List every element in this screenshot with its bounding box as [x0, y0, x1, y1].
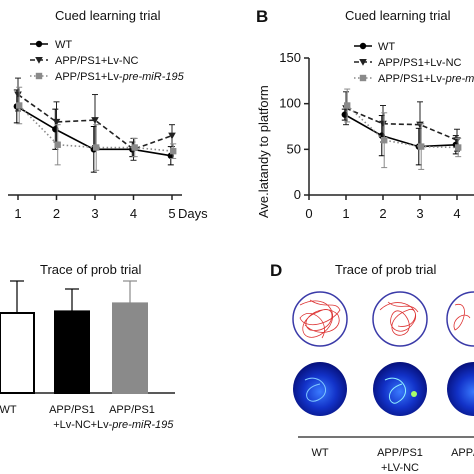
panel-a-data-point [91, 117, 99, 124]
panel-c-bar [112, 302, 148, 394]
panel-b-y-axis-label: Ave.latandy to platform [256, 85, 271, 218]
trace-lv-pre [446, 291, 474, 347]
panel-c-category-label: APP/PS1 [109, 404, 155, 416]
panel-d-group-label: +LV-NC [381, 462, 419, 474]
panel-b-series [341, 88, 462, 170]
panel-c-bar [0, 312, 35, 394]
panel-a-legend-marker [35, 40, 43, 48]
panel-d-letter: D [270, 261, 282, 280]
panel-b-data-point [381, 137, 388, 144]
panel-c-bar [54, 310, 90, 394]
panel-a-chart: Cued learning trial 1 2 3 4 5 Days WT APP/PS1… [8, 8, 208, 221]
heatmap-lv-nc [373, 362, 427, 416]
panel-d-group-labels: WT APP/PS1 +LV-NC APP/PS1 [311, 447, 474, 474]
panel-b-series-line [345, 107, 458, 141]
trace-wt [292, 291, 348, 347]
panel-c-bars [0, 280, 148, 394]
panel-a-x-tick-label: 5 [168, 206, 175, 221]
panel-c-chart: Trace of prob trial WT APP/PS1 +Lv-NC APP/P… [0, 262, 175, 431]
panel-b-legend-label: APP/PS1+Lv-pre-m [378, 73, 474, 85]
heatmap-wt [293, 362, 347, 416]
panel-b-x-ticks: 0 1 2 3 4 [305, 195, 461, 221]
panel-b-legend-marker [359, 74, 367, 82]
panel-a-series-line [17, 93, 173, 151]
panel-b-x-tick-label: 0 [305, 206, 312, 221]
panel-b-y-tick-label: 0 [294, 187, 301, 202]
panel-b-legend-marker [359, 42, 367, 50]
panel-c-category-label: APP/PS1 [49, 404, 95, 416]
panel-b-letter: B [256, 7, 268, 26]
panel-b-data-point [344, 102, 351, 109]
panel-a-x-tick-label: 1 [14, 206, 21, 221]
panel-b-data-point [418, 143, 425, 150]
panel-d-figure: D Trace of prob trial [270, 261, 474, 474]
panel-a-data-point [168, 132, 176, 140]
panel-b-title: Cued learning trial [345, 8, 451, 23]
panel-d-group-label: APP/PS1 [377, 447, 423, 459]
panel-b-x-tick-label: 4 [453, 206, 460, 221]
panel-b-legend-marker [359, 59, 367, 66]
panel-a-data-point [131, 144, 138, 151]
panel-c-category-labels: WT APP/PS1 +Lv-NC APP/PS1 +Lv-pre-miR-195 [0, 404, 174, 431]
panel-a-title: Cued learning trial [55, 8, 161, 23]
panel-a-legend-label: WT [55, 39, 72, 51]
panel-a-data-point [52, 118, 61, 126]
trace-lv-nc [372, 291, 428, 347]
panel-b-data-point [379, 120, 387, 128]
panel-c-category-label: WT [0, 404, 17, 416]
panel-b-series-line [346, 104, 459, 149]
panel-b-legend-label: APP/PS1+Lv-NC [378, 57, 462, 69]
panel-a-x-ticks: 1 2 3 4 5 [14, 195, 176, 221]
panel-b-series-line [344, 113, 456, 148]
panel-a-legend-marker [35, 72, 43, 80]
panel-b-legend: WT APP/PS1+Lv-NC APP/PS1+Lv-pre-m [354, 41, 474, 85]
panel-d-group-label: APP/PS1 [451, 447, 474, 459]
panel-a-data-point [14, 91, 22, 99]
panel-a-data-point [54, 141, 61, 148]
panel-b-y-tick-label: 50 [287, 141, 301, 156]
panel-a-series-line [18, 104, 174, 152]
panel-a-legend: WT APP/PS1+Lv-NC APP/PS1+Lv-pre-miR-195 [30, 39, 185, 83]
panel-a-legend-label: APP/PS1+Lv-pre-miR-195 [55, 71, 185, 83]
panel-a-legend-marker [35, 57, 43, 64]
panel-d-group-label: WT [311, 447, 328, 459]
panel-a-x-tick-label: 2 [53, 206, 60, 221]
heatmap-lv-pre [447, 362, 474, 416]
panel-a-x-tick-label: 3 [91, 206, 98, 221]
panel-c-category-label: +Lv-NC [53, 419, 91, 431]
panel-b-x-tick-label: 3 [416, 206, 423, 221]
panel-b-chart: B Cued learning trial 0 50 100 150 0 1 2 3 4 Av… [256, 7, 474, 221]
panel-c-title: Trace of prob trial [40, 262, 142, 277]
panel-a-data-point [93, 144, 100, 151]
panel-a-x-unit-label: Days [178, 206, 208, 221]
panel-c-category-label: +Lv-pre-miR-195 [91, 419, 175, 431]
panel-b-x-tick-label: 1 [342, 206, 349, 221]
panel-d-title: Trace of prob trial [335, 262, 437, 277]
panel-b-data-point [453, 137, 461, 144]
panel-b-y-tick-label: 150 [279, 50, 301, 65]
panel-b-legend-label: WT [378, 41, 395, 53]
panel-a-legend-label: APP/PS1+Lv-NC [55, 55, 139, 67]
panel-b-y-tick-label: 100 [279, 96, 301, 111]
panel-a-data-point [16, 102, 23, 109]
panel-a-data-point [170, 147, 177, 155]
panel-a-x-tick-label: 4 [130, 206, 137, 221]
panel-b-data-point [455, 144, 462, 151]
panel-b-x-tick-label: 2 [379, 206, 386, 221]
panel-a-series [13, 77, 177, 173]
panel-b-y-ticks: 0 50 100 150 [279, 50, 309, 202]
